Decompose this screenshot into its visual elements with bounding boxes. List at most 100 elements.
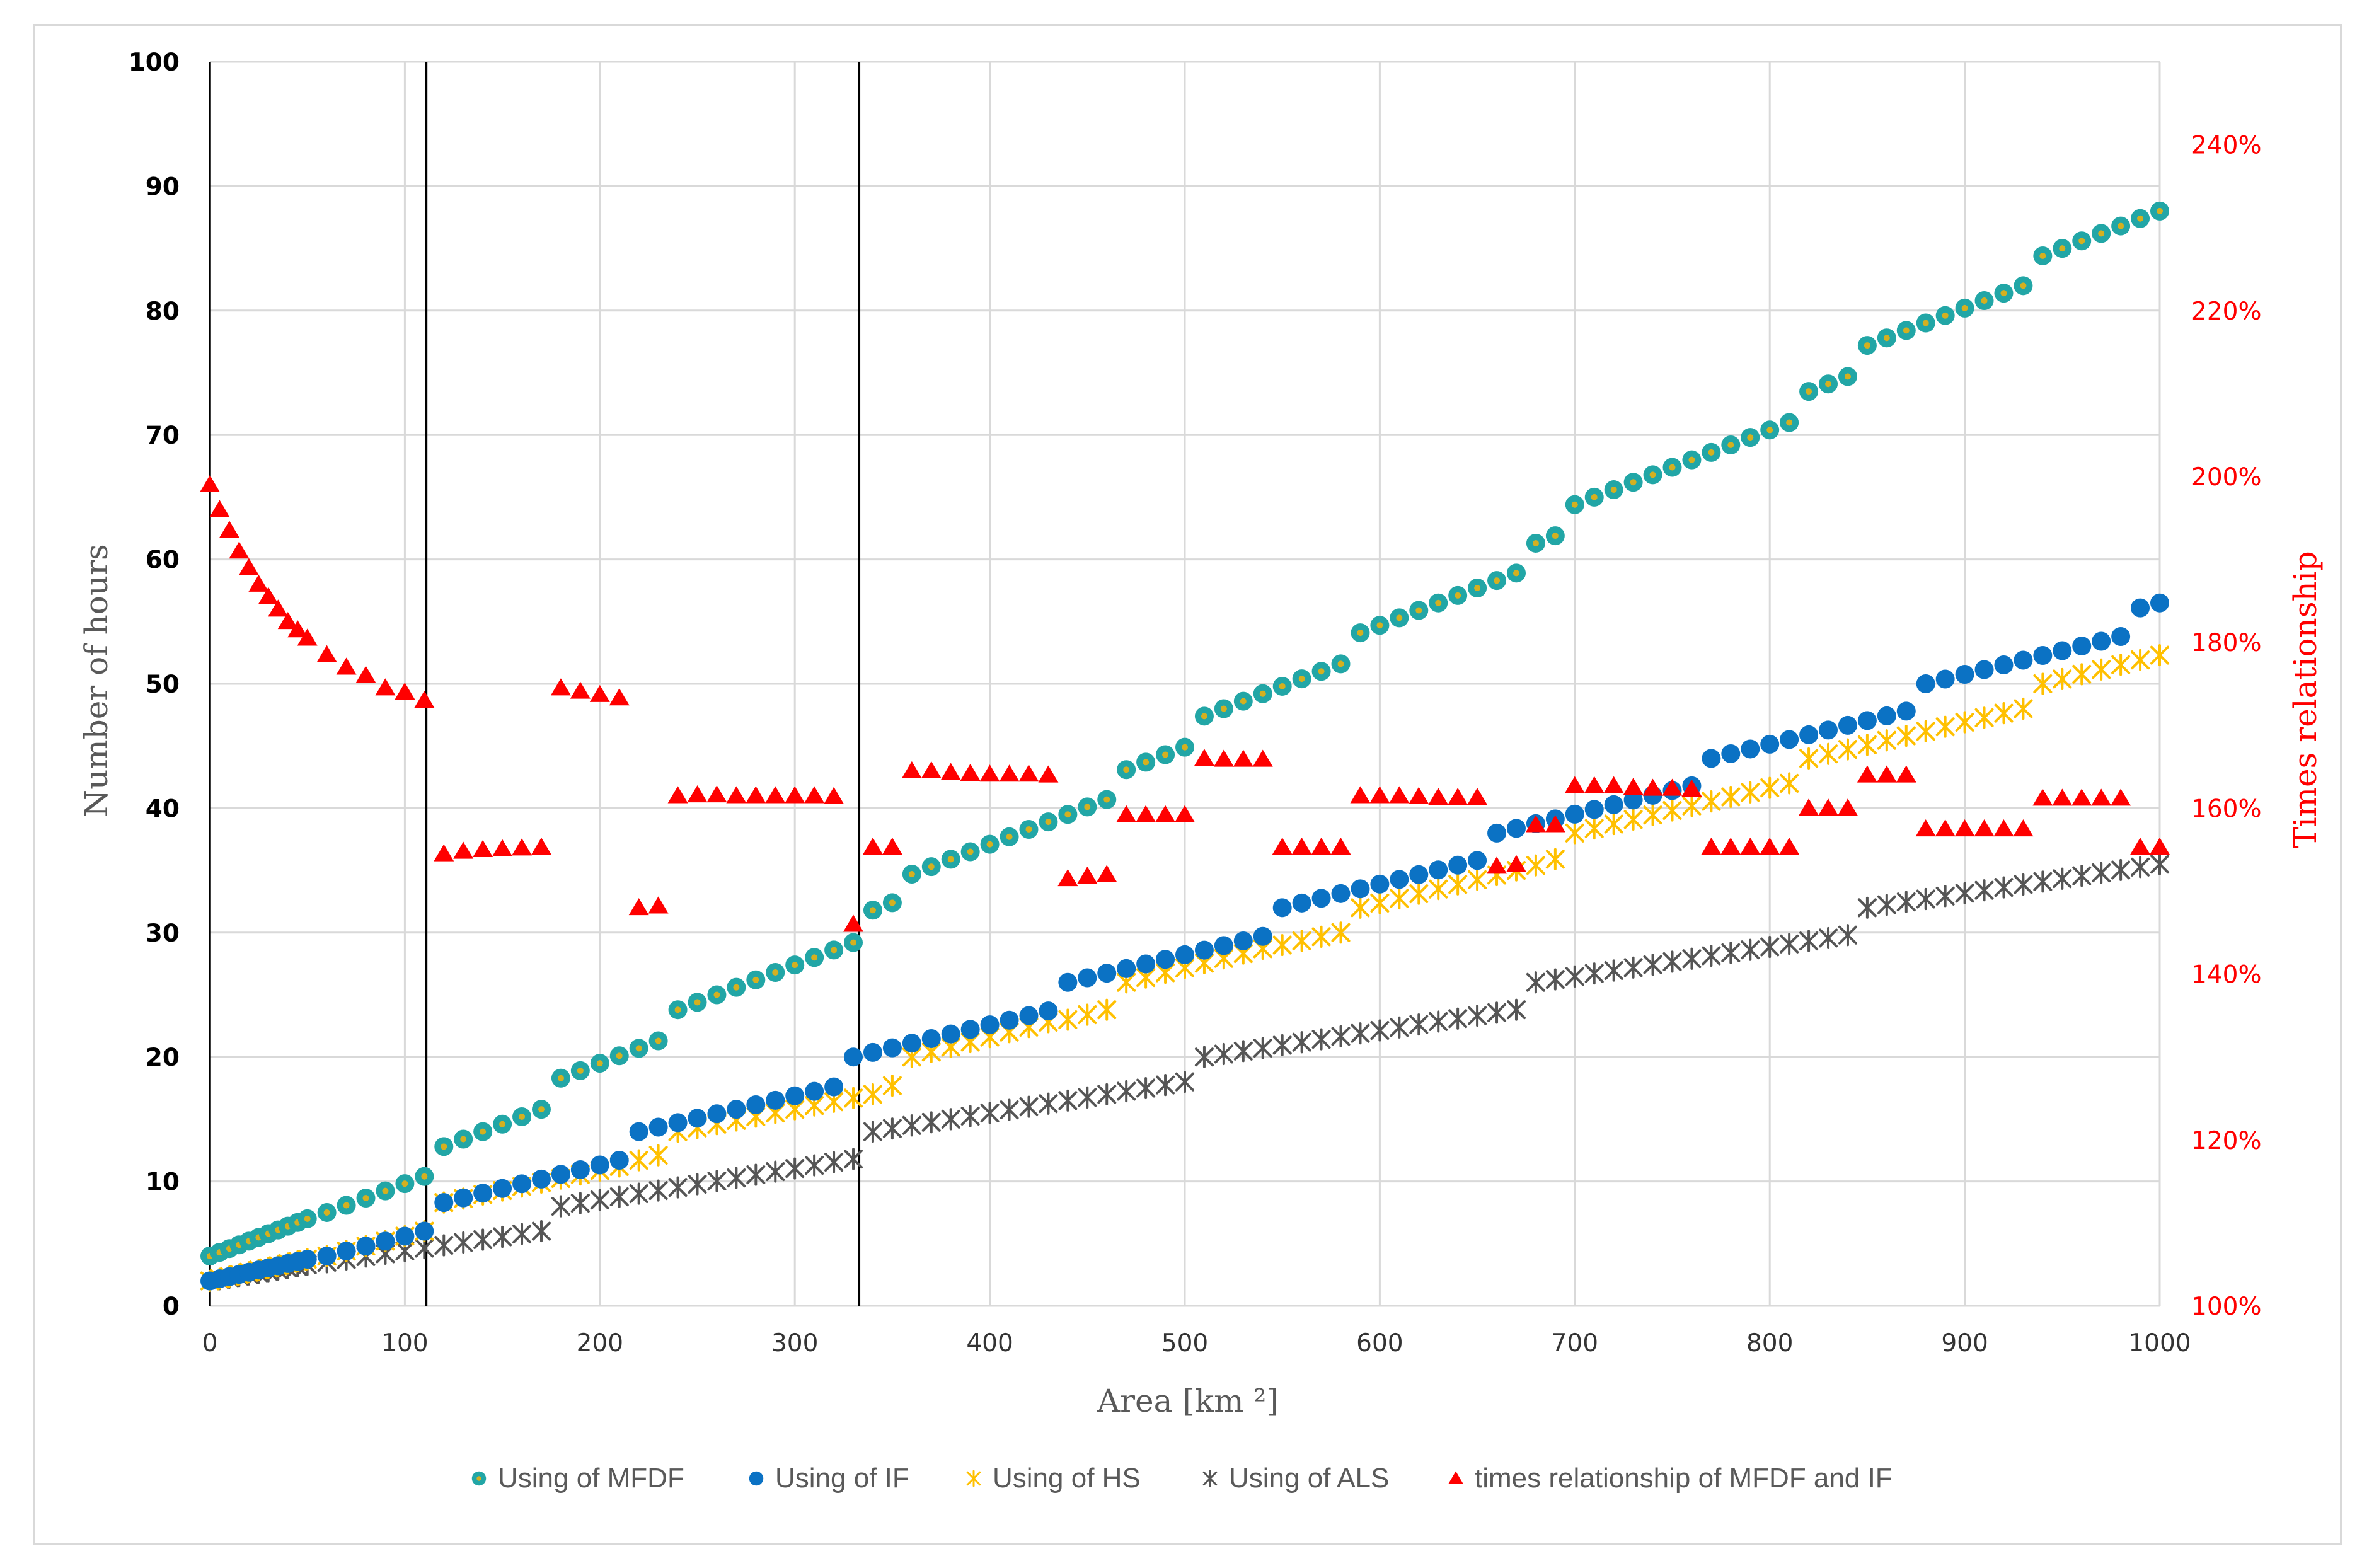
als-point	[1604, 959, 1623, 982]
if-point	[1760, 734, 1780, 754]
als-point	[746, 1163, 766, 1186]
ratio-point	[297, 628, 318, 646]
data-marks	[200, 201, 2170, 1293]
mfdf-point-center	[2137, 215, 2144, 222]
ratio-point	[1330, 837, 1351, 855]
mfdf-point	[2072, 231, 2092, 251]
x-tick-label: 200	[577, 1329, 623, 1358]
mfdf-point-center	[421, 1173, 428, 1180]
if-point	[1097, 964, 1117, 983]
if-point	[356, 1237, 376, 1256]
ratio-point	[200, 475, 220, 492]
hs-point	[1838, 738, 1857, 761]
mfdf-point	[1623, 473, 1643, 492]
mfdf-point	[551, 1068, 570, 1088]
als-point	[921, 1111, 941, 1134]
hs-point	[2092, 658, 2111, 681]
vertical-marker-lines	[209, 62, 861, 1306]
als-point	[1506, 998, 1526, 1021]
mfdf-point-center	[772, 969, 779, 976]
als-point	[2053, 867, 2072, 890]
hs-point	[844, 1087, 863, 1109]
hs-point	[2131, 649, 2150, 671]
mfdf-point	[1760, 420, 1780, 440]
if-point	[746, 1095, 766, 1115]
mfdf-point	[1935, 306, 1955, 325]
ratio-point	[1350, 786, 1371, 804]
mfdf-point-center	[1806, 388, 1812, 395]
ratio-point	[316, 645, 337, 662]
if-point	[707, 1104, 727, 1124]
ratio-point	[1896, 765, 1916, 783]
als-point	[1780, 933, 1799, 955]
hs-point	[1545, 848, 1565, 870]
hs-point	[1292, 930, 1311, 952]
mfdf-point-center	[557, 1075, 564, 1081]
if-point	[805, 1081, 824, 1101]
ratio-point	[1116, 805, 1137, 822]
ratio-point	[862, 837, 883, 855]
mfdf-point-center	[635, 1045, 642, 1052]
mfdf-point-center	[1182, 744, 1188, 751]
mfdf-point-center	[1357, 630, 1364, 637]
ratio-point	[1136, 805, 1156, 822]
mfdf-point	[1838, 367, 1857, 386]
ratio-point	[1057, 868, 1078, 887]
mfdf-point-center	[1883, 335, 1890, 342]
ratio-point	[2052, 788, 2073, 806]
chart-frame	[33, 24, 2342, 1545]
if-point	[1487, 823, 1507, 843]
ratio-point	[1603, 776, 1624, 793]
mfdf-point-center	[1630, 479, 1637, 486]
mfdf-point	[921, 857, 941, 877]
legend-label: Using of HS	[993, 1463, 1141, 1494]
hs-point	[863, 1083, 882, 1106]
mfdf-point	[609, 1046, 629, 1066]
mfdf-point-center	[304, 1215, 311, 1222]
mfdf-point	[844, 933, 863, 952]
mfdf-point-center	[476, 1476, 481, 1481]
als-point	[1955, 882, 1974, 904]
hs-point	[1058, 1008, 1078, 1031]
ratio-point	[648, 896, 669, 914]
ratio-point	[375, 678, 396, 696]
hs-point	[1078, 1003, 1097, 1026]
mfdf-point-center	[1922, 320, 1929, 326]
hs-point	[1935, 715, 1955, 738]
mfdf-point-center	[869, 907, 876, 914]
mfdf-point-center	[928, 863, 935, 870]
als-point	[434, 1234, 454, 1257]
mfdf-point	[727, 977, 746, 997]
ratio-point	[979, 764, 1000, 782]
if-point	[1272, 898, 1292, 918]
y2-tick-label: 100%	[2191, 1293, 2262, 1321]
hs-point	[2111, 654, 2131, 676]
hs-point	[1662, 799, 1682, 822]
mfdf-point	[1117, 760, 1136, 780]
if-point	[1994, 655, 2014, 674]
x-tick-label: 600	[1356, 1329, 1403, 1358]
hs-point	[1623, 808, 1643, 831]
mfdf-point	[1955, 298, 1974, 318]
mfdf-point	[1370, 616, 1390, 635]
ratio-point	[589, 684, 610, 702]
als-point	[1487, 1001, 1507, 1024]
ratio-point	[999, 764, 1020, 782]
als-point	[766, 1160, 785, 1183]
if-point	[921, 1029, 941, 1048]
if-point	[1819, 720, 1838, 740]
ratio-point	[570, 681, 591, 699]
mfdf-point-center	[850, 939, 857, 946]
if-point	[570, 1160, 590, 1179]
y2-tick-label: 140%	[2191, 961, 2262, 989]
y2-tick-label: 240%	[2191, 132, 2262, 160]
mfdf-point	[1272, 676, 1292, 696]
mfdf-point-center	[1513, 570, 1519, 577]
als-point	[1429, 1010, 1448, 1033]
legend-label: times relationship of MFDF and IF	[1475, 1463, 1893, 1494]
ratio-point	[1487, 856, 1507, 874]
mfdf-point	[570, 1061, 590, 1080]
hs-point	[2072, 663, 2092, 686]
mfdf-point	[1741, 428, 1760, 447]
ratio-point	[1448, 787, 1468, 805]
